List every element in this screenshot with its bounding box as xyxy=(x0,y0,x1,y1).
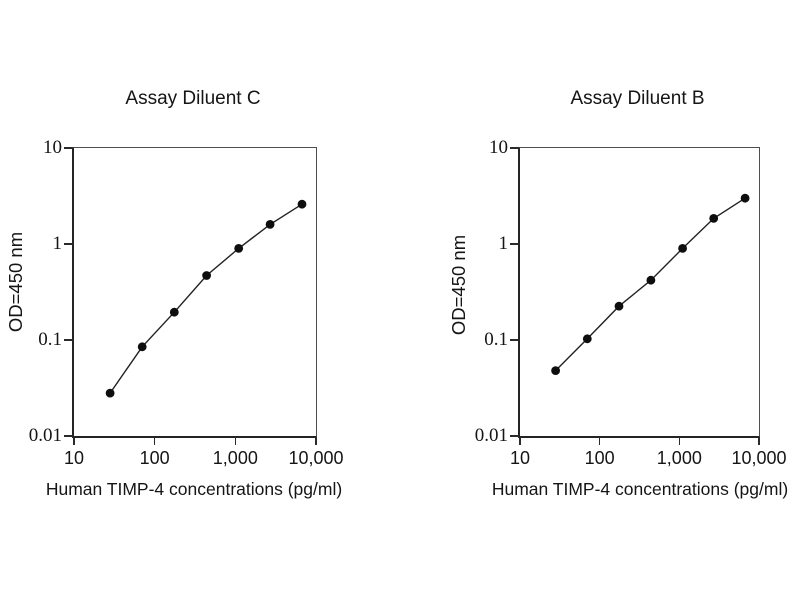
x-axis-title: Human TIMP-4 concentrations (pg/ml) xyxy=(45,479,343,499)
data-point xyxy=(234,244,244,253)
plot-area: 10 100 1,000 10,000 10 1 0.1 0.01 xyxy=(475,137,787,468)
x-tick-label: 1,000 xyxy=(212,448,258,468)
y-tick-label: 10 xyxy=(489,137,508,158)
data-point xyxy=(169,307,179,317)
data-point xyxy=(297,199,307,209)
data-point xyxy=(678,244,687,253)
y-tick-label: 1 xyxy=(52,233,63,254)
curve-line xyxy=(109,203,303,394)
data-point xyxy=(105,388,115,398)
y-tick-label: 1 xyxy=(498,233,509,254)
x-tick-label: 100 xyxy=(139,448,170,468)
chart-assay-diluent-c: Assay Diluent C OD=450 nm 10 100 1,000 10,0… xyxy=(5,88,344,499)
data-point xyxy=(646,275,656,285)
data-point xyxy=(709,214,719,223)
y-tick-label: 10 xyxy=(43,137,62,158)
y-tick-mark xyxy=(510,243,519,245)
x-tick-mark xyxy=(234,437,237,445)
x-tick-mark xyxy=(758,437,760,445)
x-tick-mark xyxy=(519,437,521,445)
x-tick-label: 10,000 xyxy=(731,448,787,468)
x-tick-mark xyxy=(678,437,681,445)
y-axis-title: OD=450 nm xyxy=(5,231,26,333)
y-tick-mark xyxy=(510,147,519,149)
x-tick-mark xyxy=(73,437,75,445)
standard-curve-canvas xyxy=(105,199,307,398)
x-tick-label: 10 xyxy=(509,448,531,468)
x-tick-mark xyxy=(598,437,601,445)
data-point xyxy=(740,193,750,203)
y-tick-label: 0.01 xyxy=(474,425,508,446)
data-point xyxy=(614,301,624,311)
y-tick-label: 0.1 xyxy=(484,329,508,350)
x-tick-label: 1,000 xyxy=(656,448,702,468)
data-point xyxy=(582,334,592,344)
y-tick-mark xyxy=(510,435,519,437)
y-axis-title: OD=450 nm xyxy=(448,234,469,336)
chart-title: Assay Diluent C xyxy=(125,88,261,109)
data-point xyxy=(551,366,560,375)
plot-area: 10 100 1,000 10,000 10 1 0.1 0.01 xyxy=(29,137,344,468)
x-tick-mark xyxy=(315,437,317,445)
y-tick-mark xyxy=(64,147,73,149)
y-tick-mark xyxy=(64,243,73,245)
y-tick-mark xyxy=(510,339,519,341)
x-tick-label: 10 xyxy=(63,448,85,468)
standard-curve-canvas xyxy=(551,193,750,375)
data-point xyxy=(202,271,212,280)
x-tick-label: 10,000 xyxy=(288,448,344,468)
chart-assay-diluent-b: Assay Diluent B OD=450 nm 10 100 1,000 10,0… xyxy=(446,0,800,600)
chart-title: Assay Diluent B xyxy=(570,88,705,109)
y-tick-label: 0.1 xyxy=(38,329,62,350)
y-tick-label: 0.01 xyxy=(28,425,62,446)
data-point xyxy=(265,220,275,229)
data-point xyxy=(137,342,147,352)
y-tick-mark xyxy=(64,435,73,437)
y-tick-mark xyxy=(64,339,73,341)
x-axis-title: Human TIMP-4 concentrations (pg/ml) xyxy=(491,479,789,499)
x-tick-label: 100 xyxy=(584,448,615,468)
x-tick-mark xyxy=(153,437,156,445)
